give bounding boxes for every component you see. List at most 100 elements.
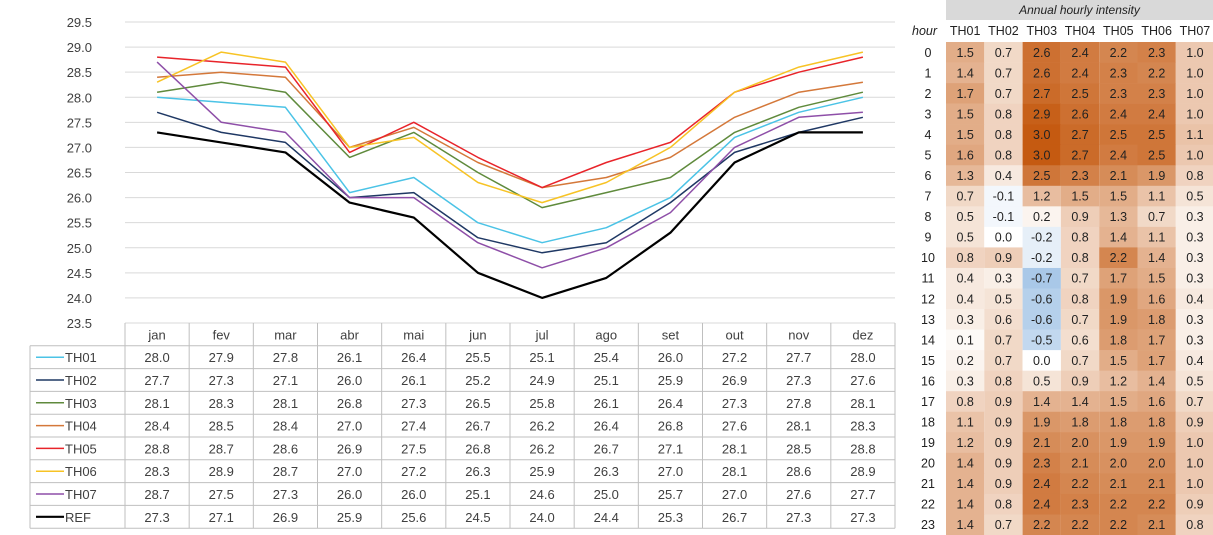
heatmap-cell [1060, 329, 1100, 351]
x-category-label: mai [403, 327, 424, 342]
heatmap-cell-value: 1.9 [1148, 169, 1165, 183]
heatmap-cell [1137, 267, 1176, 289]
y-tick-label: 27.5 [67, 115, 92, 130]
heatmap-cell [1137, 514, 1176, 535]
heatmap-cell [1022, 226, 1061, 248]
heatmap-cell-value: 1.0 [1186, 457, 1203, 471]
heatmap-cell [1175, 83, 1213, 104]
heatmap-cell [984, 370, 1023, 392]
table-cell-value: 26.0 [337, 373, 362, 388]
heatmap-cell [1175, 185, 1213, 207]
heatmap-cell-value: 0.9 [995, 395, 1012, 409]
series-line-th06 [156, 51, 864, 204]
heatmap-cell-value: 0.8 [1071, 231, 1088, 245]
heatmap-cell [1022, 411, 1061, 433]
heatmap-cell-value: 1.1 [1148, 231, 1165, 245]
heatmap-cell-value: 0.3 [1186, 231, 1203, 245]
table-cell-value: 27.9 [209, 350, 234, 365]
heatmap-cell [1060, 83, 1100, 104]
heatmap-cell [1099, 206, 1138, 228]
heatmap-cell [1060, 103, 1100, 125]
x-category-label: abr [340, 327, 359, 342]
heatmap-column-header: TH03 [1026, 24, 1057, 38]
heatmap-cell-value: 2.4 [1033, 498, 1050, 512]
heatmap-cell [1137, 165, 1176, 187]
heatmap-cell-value: 0.9 [1186, 498, 1203, 512]
heatmap-row-label: 1 [925, 66, 932, 80]
heatmap-cell [1060, 165, 1100, 187]
heatmap-cell [1175, 432, 1213, 454]
heatmap-cell [1022, 288, 1061, 310]
heatmap-cell [1099, 452, 1138, 474]
heatmap-cell-value: 2.2 [1071, 477, 1088, 491]
heatmap-cell-value: 0.1 [956, 333, 973, 347]
y-tick-label: 29.0 [67, 40, 92, 55]
table-cell-value: 27.3 [144, 510, 169, 525]
heatmap-cell-value: 1.7 [956, 87, 973, 101]
heatmap-cell [1060, 288, 1100, 310]
heatmap-cell-value: 2.9 [1033, 107, 1050, 121]
heatmap-cell [1175, 288, 1213, 310]
heatmap-cell-value: 1.1 [1148, 190, 1165, 204]
heatmap-cell [984, 185, 1023, 207]
heatmap-cell-value: 0.9 [995, 251, 1012, 265]
heatmap-cell-value: 2.1 [1110, 169, 1127, 183]
heatmap-cell [1175, 370, 1213, 392]
table-cell-value: 25.9 [658, 373, 683, 388]
table-cell-value: 28.1 [722, 441, 747, 456]
heatmap-cell-value: 2.3 [1071, 498, 1088, 512]
heatmap-cell [1022, 473, 1061, 495]
heatmap-cell-value: 0.7 [1071, 272, 1088, 286]
heatmap-cell [1060, 432, 1100, 454]
table-cell-value: 26.1 [401, 373, 426, 388]
heatmap-cell [1175, 226, 1213, 248]
heatmap-cell-value: 0.7 [995, 66, 1012, 80]
table-cell-value: 26.8 [337, 396, 362, 411]
heatmap-cell-value: 0.7 [995, 87, 1012, 101]
heatmap-cell-value: -0.1 [993, 190, 1015, 204]
heatmap-cell [1060, 493, 1100, 515]
heatmap-cell [984, 411, 1023, 433]
heatmap-cell-value: 1.4 [956, 518, 973, 532]
heatmap-cell-value: 0.8 [995, 498, 1012, 512]
table-cell-value: 26.9 [273, 510, 298, 525]
heatmap-cell-value: 1.5 [956, 46, 973, 60]
heatmap-cell [984, 452, 1023, 474]
heatmap-cell-value: 0.8 [995, 148, 1012, 162]
table-cell-value: 25.5 [465, 350, 490, 365]
table-cell-value: 25.6 [401, 510, 426, 525]
heatmap-row-label: 2 [925, 87, 932, 101]
heatmap-cell [946, 206, 985, 228]
series-line-ref [156, 131, 863, 299]
table-cell-value: 28.3 [209, 396, 234, 411]
heatmap-cell-value: 0.9 [995, 436, 1012, 450]
heatmap-cell [984, 391, 1023, 413]
heatmap-cell [1099, 473, 1138, 495]
heatmap-cell [1137, 493, 1176, 515]
heatmap-cell-value: 0.2 [1033, 210, 1050, 224]
heatmap-cell-value: 1.5 [1110, 190, 1127, 204]
heatmap-cell [946, 309, 985, 330]
heatmap-cell [1022, 309, 1061, 330]
heatmap-cell-value: 2.3 [1110, 87, 1127, 101]
table-cell-value: 25.7 [658, 487, 683, 502]
table-cell-value: 25.1 [529, 350, 554, 365]
table-cell-value: 27.3 [850, 510, 875, 525]
heatmap-cell [1099, 391, 1138, 413]
heatmap-cell-value: 1.0 [1186, 87, 1203, 101]
heatmap-cell [1060, 144, 1100, 166]
series-line-th02 [156, 111, 864, 254]
table-cell-value: 25.3 [658, 510, 683, 525]
heatmap-cell-value: 0.7 [995, 354, 1012, 368]
heatmap-cell [946, 165, 985, 187]
heatmap-cell [946, 247, 985, 269]
heatmap-cell-value: 1.5 [1148, 272, 1165, 286]
heatmap-cell-value: 2.4 [1071, 46, 1088, 60]
heatmap-cell-value: 2.0 [1071, 436, 1088, 450]
x-category-label: ago [595, 327, 617, 342]
heatmap-cell-value: 0.3 [1186, 313, 1203, 327]
heatmap-cell [984, 329, 1023, 351]
table-cell-value: 26.4 [401, 350, 426, 365]
heatmap-row-label: 13 [921, 313, 935, 327]
x-category-label: mar [274, 327, 297, 342]
